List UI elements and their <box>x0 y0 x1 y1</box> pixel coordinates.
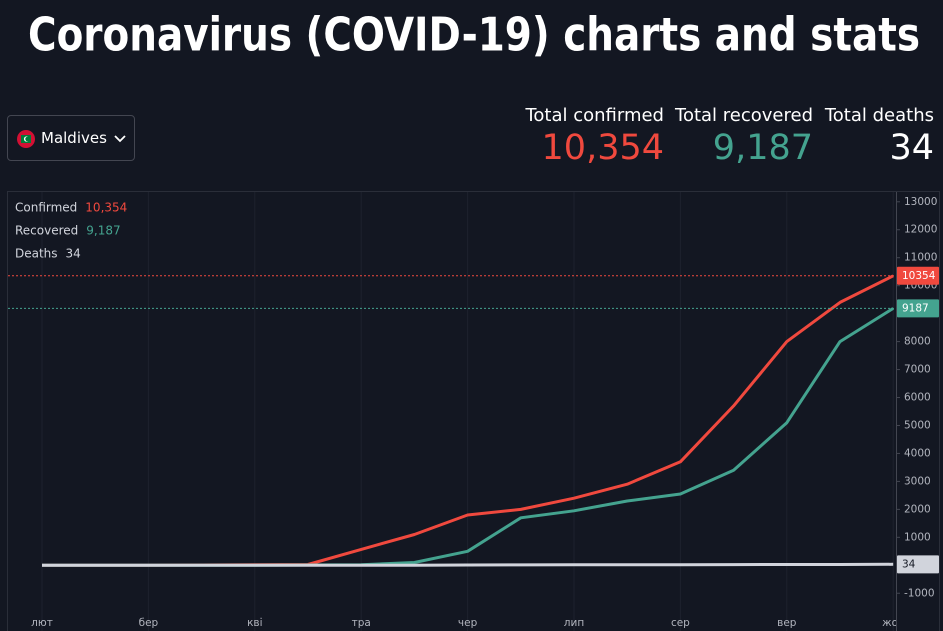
legend-value: 10,354 <box>85 201 127 215</box>
page-title: Coronavirus (COVID-19) charts and stats <box>28 8 920 62</box>
y-tick-label: 13000 <box>904 196 937 208</box>
last-value-tag <box>897 266 939 285</box>
chevron <box>114 135 126 143</box>
y-tick-label: -1000 <box>904 587 935 599</box>
last-value-label: 34 <box>902 558 916 570</box>
legend-value: 9,187 <box>86 224 120 238</box>
legend-name: Recovered <box>15 224 78 238</box>
country-name: Maldives <box>41 129 107 147</box>
chart-frame <box>7 191 940 631</box>
stat-label: Total confirmed <box>525 105 664 126</box>
y-tick-label: 8000 <box>904 336 931 348</box>
y-tick-label: 6000 <box>904 392 931 404</box>
stat-value: 10,354 <box>541 128 664 168</box>
y-tick-label: 1000 <box>904 531 931 543</box>
flag-crescent-cut <box>25 136 30 142</box>
x-tick-label: кві <box>247 617 262 629</box>
country-dropdown[interactable]: Maldives <box>7 115 135 161</box>
x-tick-label: лют <box>31 617 53 629</box>
x-tick-label: лип <box>564 617 584 629</box>
series-line <box>42 562 894 567</box>
stat-recovered: Total recovered 9,187 <box>675 105 813 168</box>
legend-value: 34 <box>66 247 81 261</box>
stat-deaths: Total deaths 34 <box>825 105 934 168</box>
last-value-label: 9187 <box>902 302 929 314</box>
x-tick-label: вер <box>777 617 797 629</box>
x-tick-label: сер <box>671 617 690 629</box>
stat-confirmed: Total confirmed 10,354 <box>525 105 664 168</box>
stat-value: 34 <box>889 128 934 168</box>
last-value-label: 10354 <box>902 270 936 282</box>
x-tick-label: чер <box>458 617 478 629</box>
x-tick-label: тра <box>352 617 371 629</box>
x-tick-label: жов <box>882 617 904 629</box>
y-tick-label: 3000 <box>904 475 931 487</box>
legend-name: Deaths <box>15 247 58 261</box>
y-tick-label: 7000 <box>904 364 931 376</box>
y-tick-label: 11000 <box>904 252 937 264</box>
dropdown-icons <box>17 130 126 148</box>
y-tick-label: 12000 <box>904 224 937 236</box>
stat-label: Total deaths <box>824 105 934 126</box>
last-value-tag <box>897 299 939 318</box>
stat-value: 9,187 <box>712 128 813 168</box>
last-value-tag <box>897 555 939 574</box>
legend-name: Confirmed <box>15 201 77 215</box>
y-tick-label: 2000 <box>904 503 931 515</box>
y-tick-label: 5000 <box>904 419 931 431</box>
x-tick-label: бер <box>139 617 159 629</box>
stat-label: Total recovered <box>675 105 813 126</box>
y-tick-label: 4000 <box>904 447 931 459</box>
